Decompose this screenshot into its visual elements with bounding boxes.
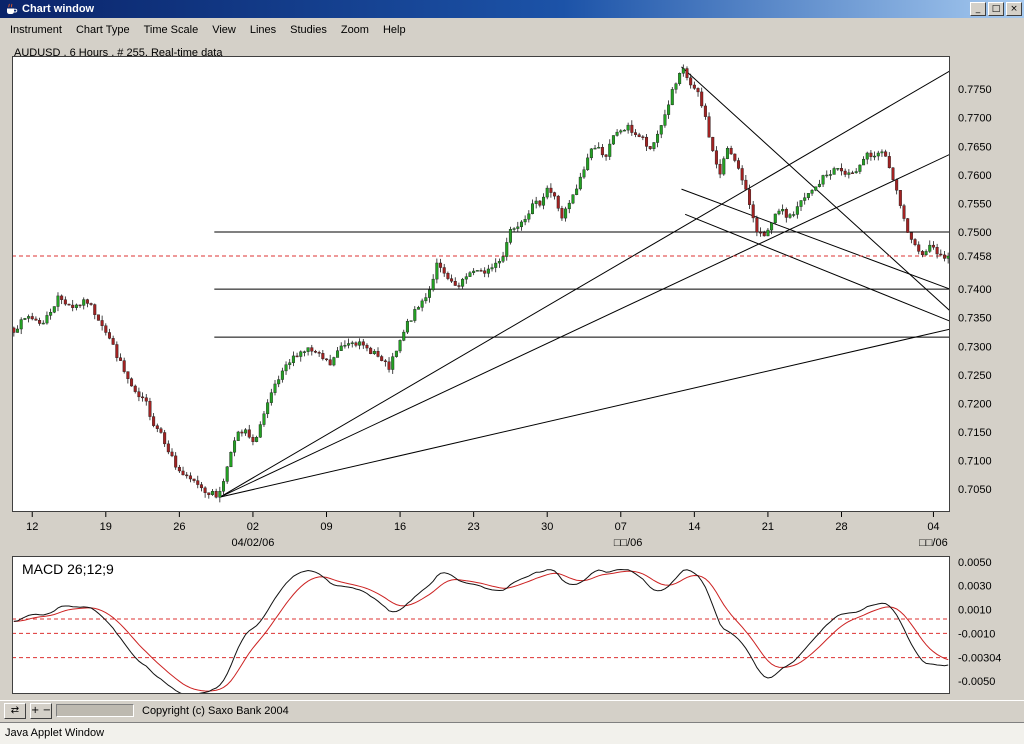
toolbar: ⇄ + − Copyright (c) Saxo Bank 2004: [0, 700, 1024, 720]
svg-text:09: 09: [320, 521, 332, 533]
candles: [13, 64, 949, 503]
svg-text:0.7400: 0.7400: [958, 284, 992, 296]
zoom-in-out-button[interactable]: + −: [30, 702, 52, 719]
svg-text:0.0050: 0.0050: [958, 557, 992, 569]
trend-line: [684, 213, 949, 322]
macd-signal-line: [13, 570, 949, 692]
menu-item-zoom[interactable]: Zoom: [340, 24, 369, 36]
chart-applet: AUDUSD , 6 Hours , # 255, Real-time data…: [0, 42, 1024, 744]
maximize-button[interactable]: □: [988, 2, 1004, 16]
menu-item-lines[interactable]: Lines: [249, 24, 277, 36]
svg-text:28: 28: [835, 521, 847, 533]
svg-text:0.7550: 0.7550: [958, 198, 992, 210]
svg-text:0.7600: 0.7600: [958, 170, 992, 182]
svg-text:□□/06: □□/06: [919, 537, 948, 549]
macd-chart[interactable]: 0.0050 0.0030 0.0010 -0.0010 -0.0050 -0.00304: [12, 556, 1012, 698]
svg-text:0.7300: 0.7300: [958, 341, 992, 353]
close-button[interactable]: ×: [1006, 2, 1022, 16]
copyright-text: Copyright (c) Saxo Bank 2004: [142, 704, 289, 717]
svg-text:0.0010: 0.0010: [958, 605, 992, 617]
scroll-button[interactable]: ⇄: [4, 702, 26, 719]
svg-text:19: 19: [100, 521, 112, 533]
svg-text:□□/06: □□/06: [614, 537, 643, 549]
svg-text:0.7650: 0.7650: [958, 141, 992, 153]
menubar: Instrument Chart Type Time Scale View Lines S…: [0, 18, 1024, 42]
svg-text:04/02/06: 04/02/06: [232, 537, 275, 549]
menu-item-time-scale[interactable]: Time Scale: [143, 24, 199, 36]
svg-text:-0.0050: -0.0050: [958, 676, 995, 688]
macd-main-line: [13, 568, 949, 693]
menu-item-chart-type[interactable]: Chart Type: [75, 24, 130, 36]
trend-line: [681, 188, 949, 290]
price-pane: [13, 64, 949, 503]
svg-text:0.7750: 0.7750: [958, 84, 992, 96]
macd-label: MACD 26;12;9: [22, 561, 114, 577]
svg-text:26: 26: [173, 521, 185, 533]
svg-text:16: 16: [394, 521, 406, 533]
menu-item-help[interactable]: Help: [382, 24, 406, 36]
svg-text:02: 02: [247, 521, 259, 533]
macd-pane: [13, 568, 949, 693]
svg-text:07: 07: [615, 521, 627, 533]
svg-text:04: 04: [927, 521, 939, 533]
statusbar: Java Applet Window: [0, 722, 1024, 744]
menu-item-studies[interactable]: Studies: [290, 24, 327, 36]
svg-text:0.7150: 0.7150: [958, 427, 992, 439]
current-price-label: 0.7458: [958, 251, 992, 263]
svg-text:0.7100: 0.7100: [958, 456, 992, 468]
svg-text:14: 14: [688, 521, 700, 533]
svg-text:30: 30: [541, 521, 553, 533]
price-chart[interactable]: 0.7750 0.7700 0.7650 0.7600 0.7550 0.7500 0.74…: [12, 56, 1012, 556]
svg-text:0.7250: 0.7250: [958, 370, 992, 382]
titlebar[interactable]: Chart window _ □ ×: [0, 0, 1024, 18]
svg-text:21: 21: [762, 521, 774, 533]
svg-text:23: 23: [468, 521, 480, 533]
menu-item-instrument[interactable]: Instrument: [10, 24, 62, 36]
svg-text:0.7700: 0.7700: [958, 113, 992, 125]
window-title: Chart window: [22, 3, 95, 15]
trend-line: [219, 70, 949, 498]
trend-line: [219, 154, 949, 498]
java-coffee-icon: [4, 3, 18, 16]
svg-text:12: 12: [26, 521, 38, 533]
trend-line: [219, 328, 949, 498]
minimize-button[interactable]: _: [970, 2, 986, 16]
svg-text:0.0030: 0.0030: [958, 581, 992, 593]
svg-text:0.7500: 0.7500: [958, 227, 992, 239]
svg-text:-0.0010: -0.0010: [958, 628, 995, 640]
chart-scrollbar[interactable]: [56, 704, 134, 717]
svg-text:0.7350: 0.7350: [958, 313, 992, 325]
svg-text:0.7200: 0.7200: [958, 398, 992, 410]
svg-text:0.7050: 0.7050: [958, 484, 992, 496]
menu-item-view[interactable]: View: [212, 24, 236, 36]
macd-current-label: -0.00304: [958, 653, 1001, 665]
